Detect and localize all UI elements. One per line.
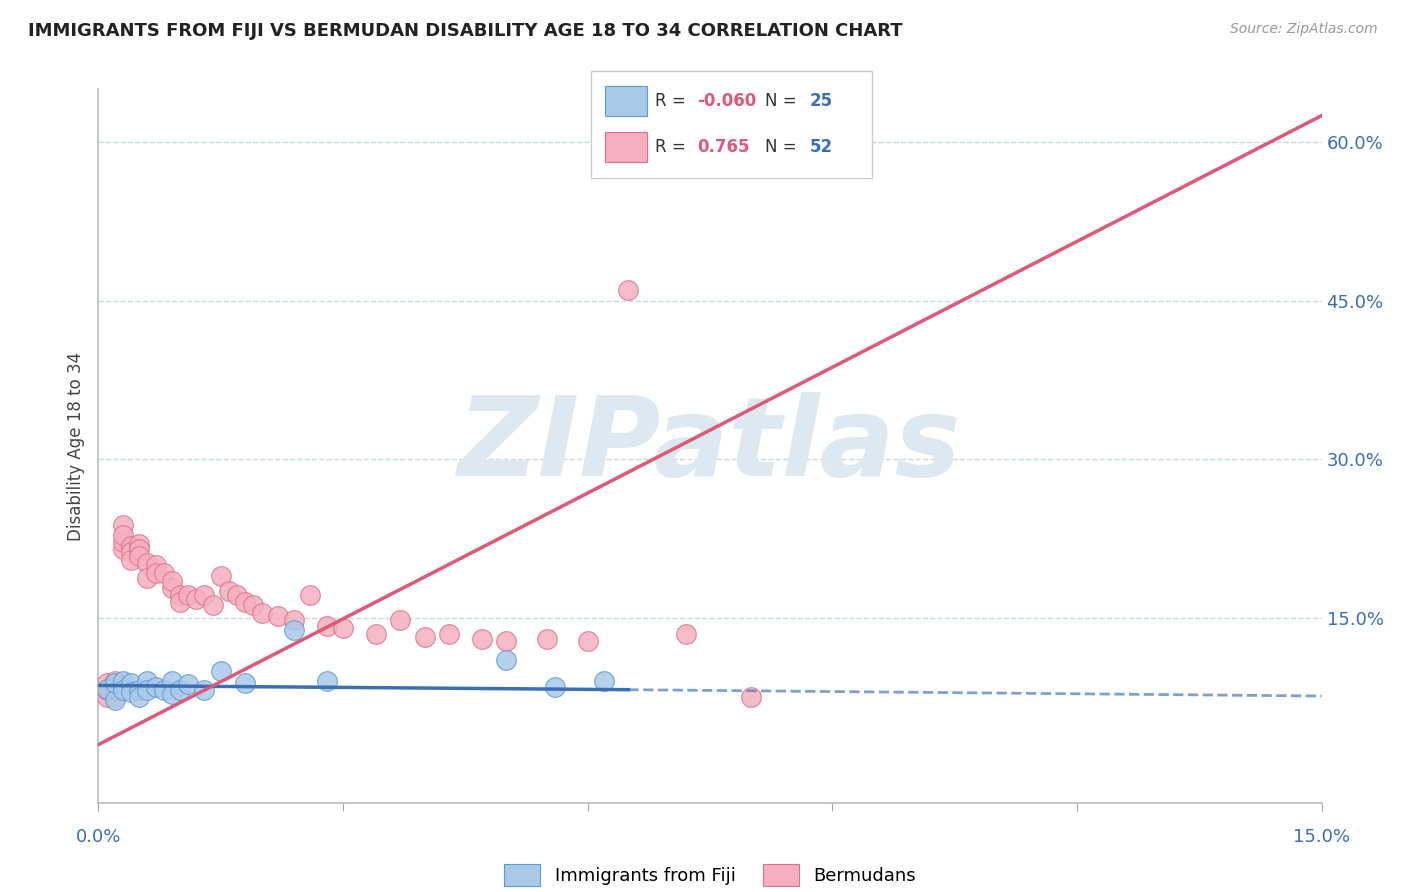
Bar	[605, 87, 647, 116]
Point	[675, 626, 697, 640]
Point	[193, 588, 215, 602]
Text: 15.0%: 15.0%	[1294, 828, 1350, 846]
Point	[128, 542, 150, 557]
Point	[104, 674, 127, 689]
Point	[136, 556, 159, 570]
Point	[209, 664, 232, 678]
Text: ZIPatlas: ZIPatlas	[458, 392, 962, 500]
Text: Source: ZipAtlas.com: Source: ZipAtlas.com	[1230, 22, 1378, 37]
Point	[96, 676, 118, 690]
Point	[128, 690, 150, 704]
Point	[104, 690, 127, 704]
Point	[96, 681, 118, 696]
Point	[160, 574, 183, 588]
Bar	[605, 132, 647, 162]
Point	[315, 619, 337, 633]
Point	[104, 693, 127, 707]
Point	[169, 682, 191, 697]
Point	[111, 534, 134, 549]
Point	[111, 542, 134, 557]
Point	[495, 653, 517, 667]
Point	[145, 558, 167, 572]
Point	[218, 584, 240, 599]
Point	[145, 566, 167, 581]
Point	[186, 591, 208, 606]
Point	[96, 682, 118, 697]
Point	[177, 588, 200, 602]
Point	[226, 588, 249, 602]
Point	[177, 677, 200, 691]
Point	[160, 581, 183, 595]
Point	[332, 621, 354, 635]
Point	[169, 588, 191, 602]
Point	[364, 626, 387, 640]
Point	[145, 680, 167, 694]
Point	[104, 676, 127, 690]
Point	[111, 528, 134, 542]
Point	[233, 676, 256, 690]
Point	[283, 624, 305, 638]
Text: -0.060: -0.060	[697, 93, 756, 111]
Text: N =: N =	[765, 93, 801, 111]
Legend: Immigrants from Fiji, Bermudans: Immigrants from Fiji, Bermudans	[496, 857, 924, 892]
Point	[209, 568, 232, 582]
Point	[128, 549, 150, 564]
Text: R =: R =	[655, 138, 696, 156]
Point	[495, 634, 517, 648]
Point	[389, 613, 412, 627]
Text: IMMIGRANTS FROM FIJI VS BERMUDAN DISABILITY AGE 18 TO 34 CORRELATION CHART: IMMIGRANTS FROM FIJI VS BERMUDAN DISABIL…	[28, 22, 903, 40]
Point	[576, 634, 599, 648]
Point	[111, 517, 134, 532]
Point	[617, 283, 640, 297]
Point	[128, 537, 150, 551]
Point	[413, 630, 436, 644]
FancyBboxPatch shape	[591, 71, 872, 178]
Point	[128, 682, 150, 697]
Point	[233, 595, 256, 609]
Text: R =: R =	[655, 93, 692, 111]
Text: N =: N =	[765, 138, 801, 156]
Point	[120, 539, 142, 553]
Point	[536, 632, 558, 646]
Text: 0.765: 0.765	[697, 138, 749, 156]
Point	[315, 674, 337, 689]
Point	[437, 626, 460, 640]
Point	[740, 690, 762, 704]
Point	[152, 682, 174, 697]
Text: 0.0%: 0.0%	[76, 828, 121, 846]
Y-axis label: Disability Age 18 to 34: Disability Age 18 to 34	[66, 351, 84, 541]
Point	[120, 676, 142, 690]
Point	[242, 598, 264, 612]
Point	[111, 682, 134, 697]
Text: 52: 52	[810, 138, 832, 156]
Point	[111, 674, 134, 689]
Point	[120, 552, 142, 566]
Point	[471, 632, 494, 646]
Point	[160, 674, 183, 689]
Text: 25: 25	[810, 93, 832, 111]
Point	[544, 680, 567, 694]
Point	[104, 680, 127, 694]
Point	[201, 598, 224, 612]
Point	[120, 545, 142, 559]
Point	[96, 690, 118, 704]
Point	[160, 687, 183, 701]
Point	[193, 682, 215, 697]
Point	[250, 606, 273, 620]
Point	[120, 685, 142, 699]
Point	[152, 566, 174, 581]
Point	[299, 588, 322, 602]
Point	[267, 608, 290, 623]
Point	[136, 682, 159, 697]
Point	[136, 571, 159, 585]
Point	[593, 674, 616, 689]
Point	[169, 595, 191, 609]
Point	[283, 613, 305, 627]
Point	[136, 674, 159, 689]
Point	[104, 682, 127, 697]
